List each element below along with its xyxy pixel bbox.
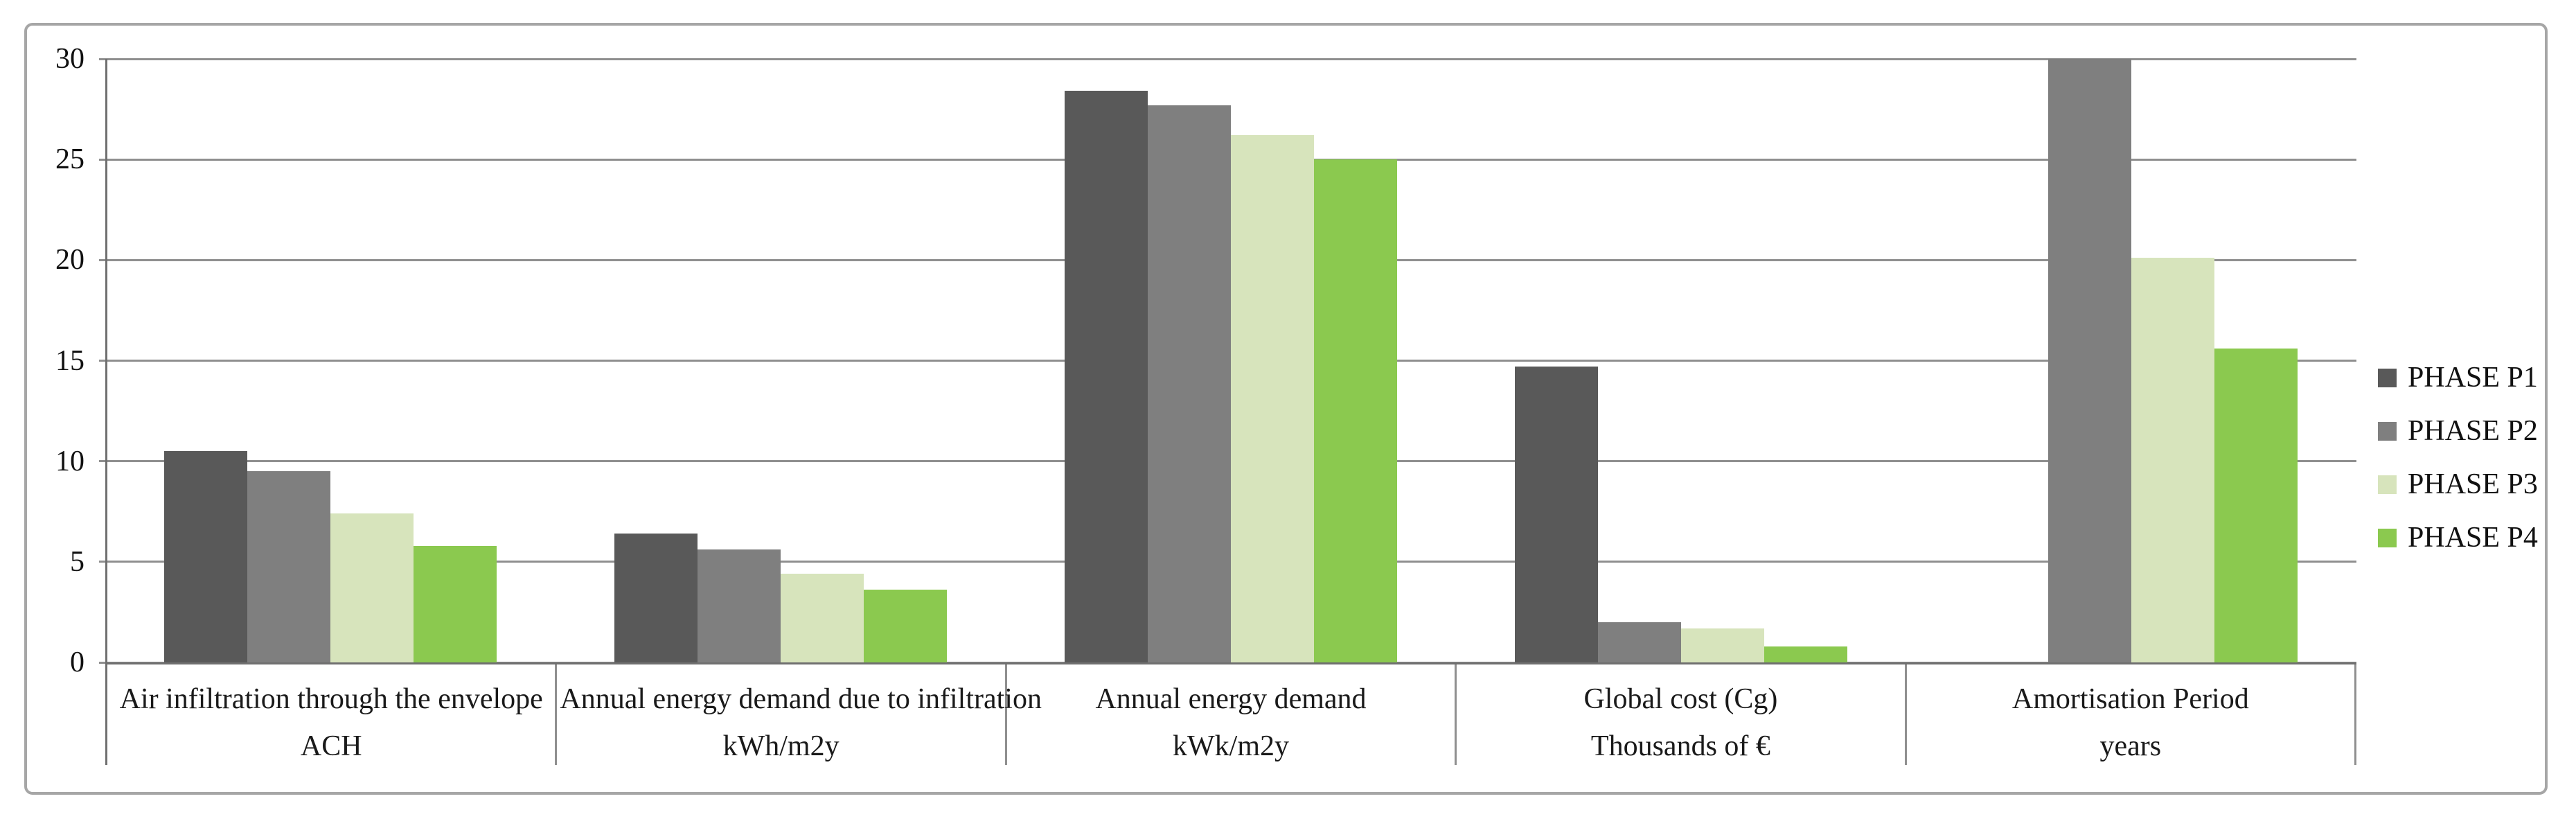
bar-phase-p4-cat2 (864, 590, 947, 662)
y-tick-label-20: 20 (55, 244, 85, 276)
chart-outer-border (24, 23, 2548, 795)
bar-phase-p2-cat5 (2048, 59, 2131, 662)
bar-phase-p3-cat3 (1231, 135, 1314, 662)
category-cell-2: Annual energy demand due to infiltration… (557, 664, 1042, 765)
category-label: Amortisation Period (2011, 683, 2249, 715)
category-unit: years (2099, 730, 2162, 762)
bar-group-2 (614, 59, 947, 662)
category-cell-1: Air infiltration through the envelope ACH (107, 664, 558, 765)
legend-swatch (2378, 421, 2397, 441)
bar-phase-p1-cat4 (1515, 367, 1598, 662)
category-unit: Thousands of € (1590, 730, 1770, 762)
bar-phase-p2-cat2 (698, 549, 781, 662)
bar-phase-p3-cat2 (781, 574, 864, 662)
legend-swatch (2378, 528, 2397, 547)
category-cell-3: Annual energy demand kWk/m2y (1007, 664, 1457, 765)
bar-group-1 (164, 59, 497, 662)
gridline-30 (99, 58, 2356, 60)
legend-swatch (2378, 475, 2397, 494)
plot-area: 0 5 10 15 20 25 30 (55, 43, 2356, 678)
legend: PHASE P1 PHASE P2 PHASE P3 PHASE P4 (2378, 360, 2538, 555)
category-label: Air infiltration through the envelope (119, 683, 543, 715)
category-unit: kWk/m2y (1173, 730, 1289, 762)
category-table: Air infiltration through the envelope ACH… (105, 662, 2357, 765)
bar-phase-p2-cat3 (1148, 105, 1231, 662)
category-unit: ACH (300, 730, 362, 762)
y-tick-label-10: 10 (55, 445, 85, 477)
y-tick-label-0: 0 (70, 646, 85, 678)
bar-phase-p3-cat4 (1681, 628, 1764, 662)
category-cell-4: Global cost (Cg) Thousands of € (1457, 664, 1907, 765)
legend-item-phase-p2: PHASE P2 (2378, 414, 2538, 448)
bar-phase-p2-cat4 (1598, 622, 1681, 662)
y-tick-label-25: 25 (55, 143, 85, 176)
y-tick-label-5: 5 (70, 545, 85, 578)
category-cell-5: Amortisation Period years (1907, 664, 2357, 765)
legend-item-phase-p1: PHASE P1 (2378, 360, 2538, 395)
legend-swatch (2378, 368, 2397, 387)
bar-phase-p4-cat5 (2214, 349, 2298, 662)
bar-group-5 (1965, 59, 2298, 662)
category-label: Annual energy demand due to infiltration (560, 683, 1042, 715)
bar-phase-p4-cat4 (1764, 646, 1847, 662)
legend-label: PHASE P3 (2408, 468, 2538, 500)
bar-phase-p2-cat1 (247, 471, 330, 662)
legend-item-phase-p4: PHASE P4 (2378, 520, 2538, 555)
y-axis-line (105, 59, 107, 765)
bar-phase-p4-cat3 (1314, 159, 1397, 662)
bar-phase-p1-cat2 (614, 534, 698, 662)
bar-group-4 (1515, 59, 1847, 662)
bar-phase-p3-cat1 (330, 513, 414, 662)
y-tick-label-15: 15 (55, 344, 85, 377)
y-tick-label-30: 30 (55, 43, 85, 75)
bar-group-3 (1065, 59, 1397, 662)
legend-label: PHASE P1 (2408, 362, 2538, 394)
legend-label: PHASE P2 (2408, 415, 2538, 447)
bar-phase-p1-cat3 (1065, 91, 1148, 662)
legend-label: PHASE P4 (2408, 522, 2538, 554)
category-unit: kWh/m2y (722, 730, 840, 762)
legend-item-phase-p3: PHASE P3 (2378, 467, 2538, 502)
bar-phase-p3-cat5 (2131, 258, 2214, 662)
bar-phase-p1-cat1 (164, 451, 247, 662)
category-label: Annual energy demand (1095, 683, 1367, 715)
bar-phase-p4-cat1 (414, 545, 497, 662)
category-label: Global cost (Cg) (1583, 683, 1778, 715)
